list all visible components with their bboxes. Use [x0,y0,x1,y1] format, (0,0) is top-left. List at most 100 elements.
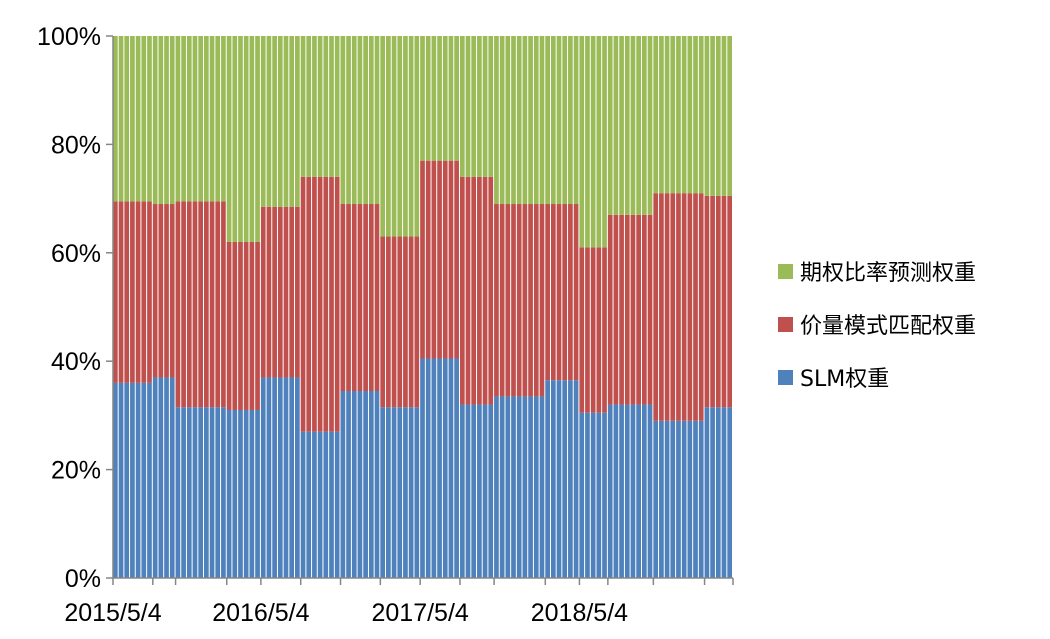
bar-segment [664,36,670,194]
bar-segment [721,195,727,408]
bar-segment [425,36,431,161]
bar-segment [363,204,368,392]
bar-segment [602,247,607,413]
bar-segment [641,404,647,578]
bar-segment [351,204,357,392]
bar-segment [636,36,641,215]
bar-segment [442,160,448,359]
bar-segment [585,36,590,248]
bar-segment [198,407,204,578]
bar-segment [641,214,647,405]
bar-segment [380,36,386,237]
bar-segment [397,236,403,408]
bar-segment [141,36,147,202]
bar-segment [312,176,317,432]
bar-segment [715,195,721,408]
bar-segment [152,204,158,378]
bar-segment [164,204,169,378]
bar-segment [659,36,664,194]
bar-segment [550,36,556,205]
bar-segment [152,377,158,578]
bar-segment [562,380,568,578]
bar-segment [386,36,391,237]
bar-segment [676,193,681,421]
bar-segment [693,36,698,194]
bar-segment [380,236,386,408]
bar-segment [238,36,243,242]
bar-segment [659,420,664,578]
bar-segment [602,412,607,578]
bar-segment [681,420,687,578]
bar-segment [175,201,181,408]
bar-segment [135,201,141,383]
bar-segment [545,380,550,578]
bar-segment [664,420,670,578]
bar-segment [585,247,590,413]
bar-segment [471,176,477,405]
bar-segment [130,201,135,383]
bar-segment [442,36,448,161]
bar-segment [448,160,454,359]
bar-segment [653,420,659,578]
bar-segment [186,36,192,202]
bar-segment [619,214,624,405]
bar-segment [562,36,568,205]
bar-segment [249,36,255,242]
bar-segment [306,36,312,177]
bar-segment [118,36,124,202]
x-tick-label: 2018/5/4 [531,599,628,627]
bar-segment [272,206,277,378]
bar-segment [562,204,568,381]
bar-segment [624,214,630,405]
bar-segment [420,36,425,161]
bar-segment [698,36,704,194]
bar-segment [477,36,482,177]
bar-segment [590,412,596,578]
bar-segment [607,404,613,578]
bar-segment [522,36,528,205]
bar-segment [710,36,715,196]
bar-segment [169,36,175,205]
bar-segment [556,36,562,205]
bar-segment [408,407,414,578]
bar-segment [511,204,516,397]
bar-segment [277,377,283,578]
bar-segment [340,36,346,205]
bar-segment [181,201,186,408]
bar-segment [619,36,624,215]
bar-segment [192,407,198,578]
bar-segment [693,193,698,421]
bar-segment [391,236,397,408]
bar-segment [641,36,647,215]
bar-segment [272,377,277,578]
bar-segment [698,420,704,578]
bar-segment [403,407,408,578]
bar-segment [374,36,380,205]
bar-segment [607,214,613,405]
bar-segment [579,412,585,578]
bar-segment [465,404,471,578]
bar-segment [147,201,152,383]
bar-segment [295,206,300,378]
bar-segment [221,36,226,202]
bar-segment [243,36,249,242]
bar-segment [459,36,465,177]
bar-segment [482,176,488,405]
bars-layer [113,36,732,578]
bar-segment [118,382,124,578]
bar-segment [204,36,209,202]
bar-segment [408,236,414,408]
legend-label: 价量模式匹配权重 [800,314,976,339]
bar-segment [118,201,124,383]
bar-segment [255,409,260,578]
bar-segment [226,241,232,410]
bar-segment [334,431,340,578]
bar-segment [448,36,454,161]
bar-segment [488,404,494,578]
bar-segment [260,36,266,207]
bar-segment [346,391,351,578]
bar-segment [181,36,186,202]
bar-segment [209,36,215,202]
bar-segment [260,206,266,378]
